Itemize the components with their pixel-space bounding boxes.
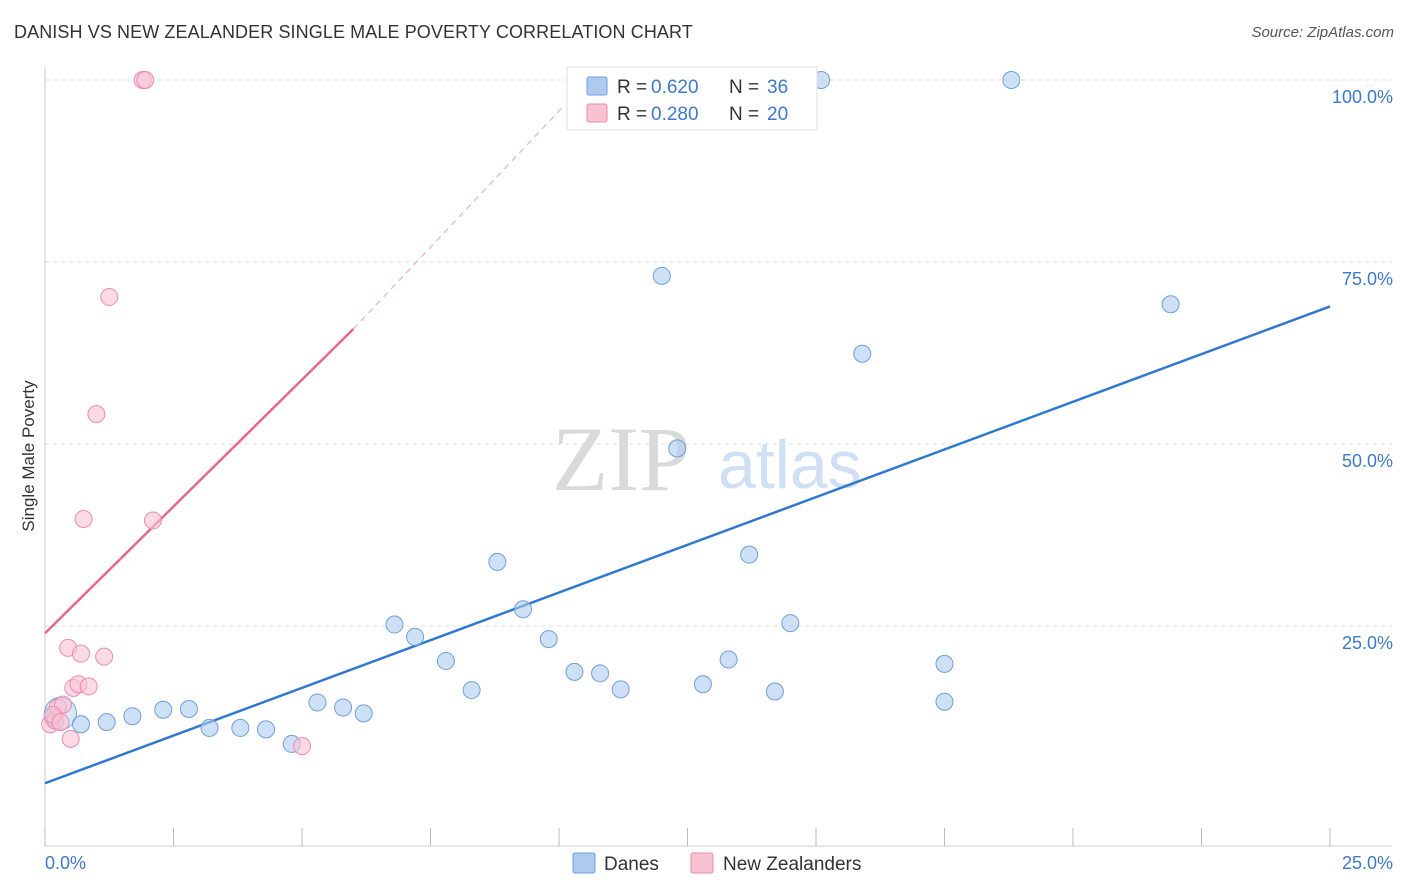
bottom-legend-danes-label: Danes <box>604 854 659 875</box>
y-tick-label: 75.0% <box>1342 269 1393 289</box>
danes-point <box>97 713 116 732</box>
danes-point <box>436 651 455 670</box>
danes-point <box>406 627 425 646</box>
danes-point <box>740 545 759 564</box>
danes-point <box>611 680 630 699</box>
bottom-legend-nz-swatch <box>690 852 714 874</box>
danes-point <box>668 439 687 458</box>
watermark: ZIP atlas <box>552 408 862 510</box>
legend-danes-n-value: 36 <box>767 77 788 98</box>
gridlines <box>45 79 1392 627</box>
stats-legend: R = 0.620 N = 36 R = 0.280 N = 20 <box>566 66 818 131</box>
y-tick-label: 50.0% <box>1342 451 1393 471</box>
legend-nz-n-label: N = <box>729 104 759 125</box>
legend-nz-swatch <box>586 103 608 123</box>
danes-point <box>591 664 610 683</box>
bottom-legend-nz-label: New Zealanders <box>723 854 861 875</box>
legend-danes-r-value: 0.620 <box>651 77 699 98</box>
danes-point <box>257 720 276 739</box>
tick-labels: 25.0% 50.0% 75.0% 100.0% 0.0% 25.0% <box>45 87 1393 873</box>
y-tick-label: 25.0% <box>1342 633 1393 653</box>
danes-point <box>123 707 142 726</box>
danes-point <box>334 698 353 717</box>
nz-point <box>87 405 106 424</box>
nz-point <box>136 71 155 89</box>
data-points <box>41 71 1180 756</box>
danes-point <box>200 718 219 737</box>
danes-point <box>935 654 954 673</box>
bottom-legend-danes-swatch <box>572 852 596 874</box>
danes-point <box>781 614 800 633</box>
x-tick-label: 0.0% <box>45 853 86 873</box>
chart-title: DANISH VS NEW ZEALANDER SINGLE MALE POVE… <box>14 22 693 42</box>
danes-point <box>539 630 558 649</box>
danes-point <box>308 693 327 712</box>
danes-trend-line <box>44 305 1331 785</box>
legend-danes-swatch <box>586 76 608 96</box>
danes-point <box>693 675 712 694</box>
nz-point <box>51 713 70 732</box>
nz-trend-line <box>44 328 355 635</box>
nz-point <box>293 737 311 756</box>
nz-point <box>79 677 98 696</box>
danes-point <box>514 600 533 619</box>
danes-point <box>462 681 481 700</box>
legend-danes-r-label: R = <box>617 77 647 98</box>
legend-nz-n-value: 20 <box>767 104 788 125</box>
series-legend: Danes New Zealanders <box>572 852 861 875</box>
nz-point <box>71 644 90 663</box>
x-tick-label: 25.0% <box>1342 853 1393 873</box>
nz-point <box>100 287 119 306</box>
danes-point <box>853 344 872 363</box>
nz-point <box>95 647 114 666</box>
danes-point <box>765 682 784 701</box>
legend-box <box>566 66 818 131</box>
nz-point <box>61 729 80 748</box>
danes-point <box>1002 71 1021 89</box>
danes-point <box>179 699 198 718</box>
watermark-atlas: atlas <box>718 427 862 503</box>
danes-point <box>652 266 671 285</box>
trend-lines <box>44 105 1331 785</box>
danes-point <box>1161 295 1180 314</box>
legend-nz-r-value: 0.280 <box>651 104 699 125</box>
source-credit: Source: ZipAtlas.com <box>1251 24 1394 41</box>
danes-point <box>231 718 250 737</box>
danes-point <box>565 662 584 681</box>
danes-point <box>935 692 954 711</box>
danes-point <box>71 715 90 734</box>
danes-point <box>719 650 738 669</box>
nz-point <box>143 511 162 530</box>
danes-point <box>154 700 173 719</box>
nz-point <box>74 509 93 528</box>
legend-nz-r-label: R = <box>617 104 647 125</box>
danes-point <box>354 704 373 723</box>
y-axis-title: Single Male Poverty <box>19 380 38 532</box>
danes-point <box>385 615 404 634</box>
legend-danes-n-label: N = <box>729 77 759 98</box>
nz-trend-extension <box>352 105 565 330</box>
danes-point <box>488 552 507 571</box>
y-tick-label: 100.0% <box>1332 87 1393 107</box>
watermark-zip: ZIP <box>552 408 690 510</box>
